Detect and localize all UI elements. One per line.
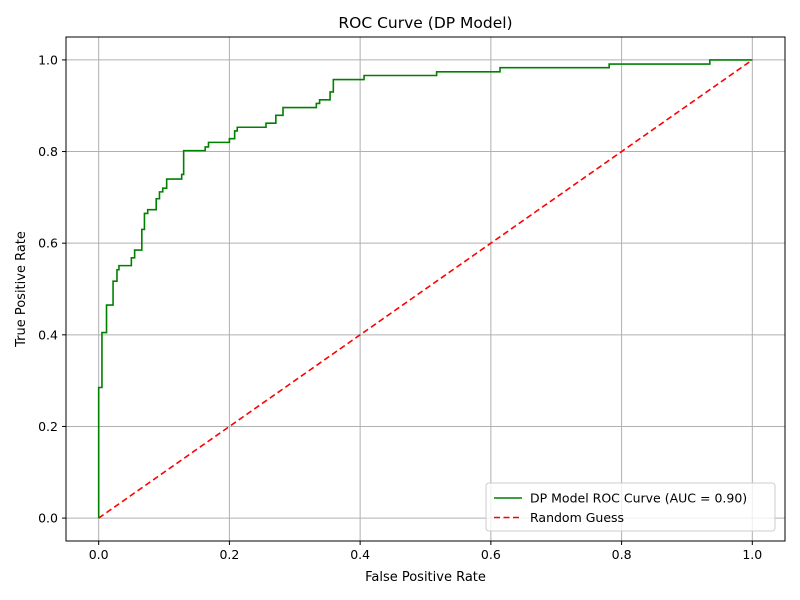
y-tick-label: 0.0: [38, 511, 58, 526]
y-tick-label: 0.6: [38, 236, 58, 251]
legend: DP Model ROC Curve (AUC = 0.90) Random Gu…: [485, 482, 776, 532]
series-layer: [97, 59, 753, 519]
y-tick-label: 1.0: [38, 52, 58, 67]
plot-frame: [65, 36, 786, 542]
random-guess-line: [98, 59, 753, 519]
y-tick-label: 0.2: [38, 419, 58, 434]
y-axis-label: True Positive Rate: [14, 231, 29, 348]
x-tick-label: 0.0: [89, 547, 109, 562]
y-tick-label: 0.8: [38, 144, 58, 159]
y-tick-label: 0.4: [38, 327, 58, 342]
grid: [66, 37, 785, 541]
roc-curve-line: [97, 59, 753, 519]
chart-title: ROC Curve (DP Model): [338, 14, 512, 32]
ticks: 0.0 0.2 0.4 0.6 0.8 1.0 0.0 0.2 0.4 0.6 0.8 1.0: [38, 52, 762, 562]
legend-box: [485, 482, 776, 532]
legend-label: Random Guess: [530, 510, 624, 525]
x-tick-label: 0.4: [350, 547, 370, 562]
x-tick-label: 0.8: [612, 547, 632, 562]
x-axis-label: False Positive Rate: [365, 570, 486, 585]
x-tick-label: 0.6: [481, 547, 501, 562]
x-tick-label: 1.0: [742, 547, 762, 562]
legend-label: DP Model ROC Curve (AUC = 0.90): [530, 491, 747, 506]
x-tick-label: 0.2: [219, 547, 239, 562]
